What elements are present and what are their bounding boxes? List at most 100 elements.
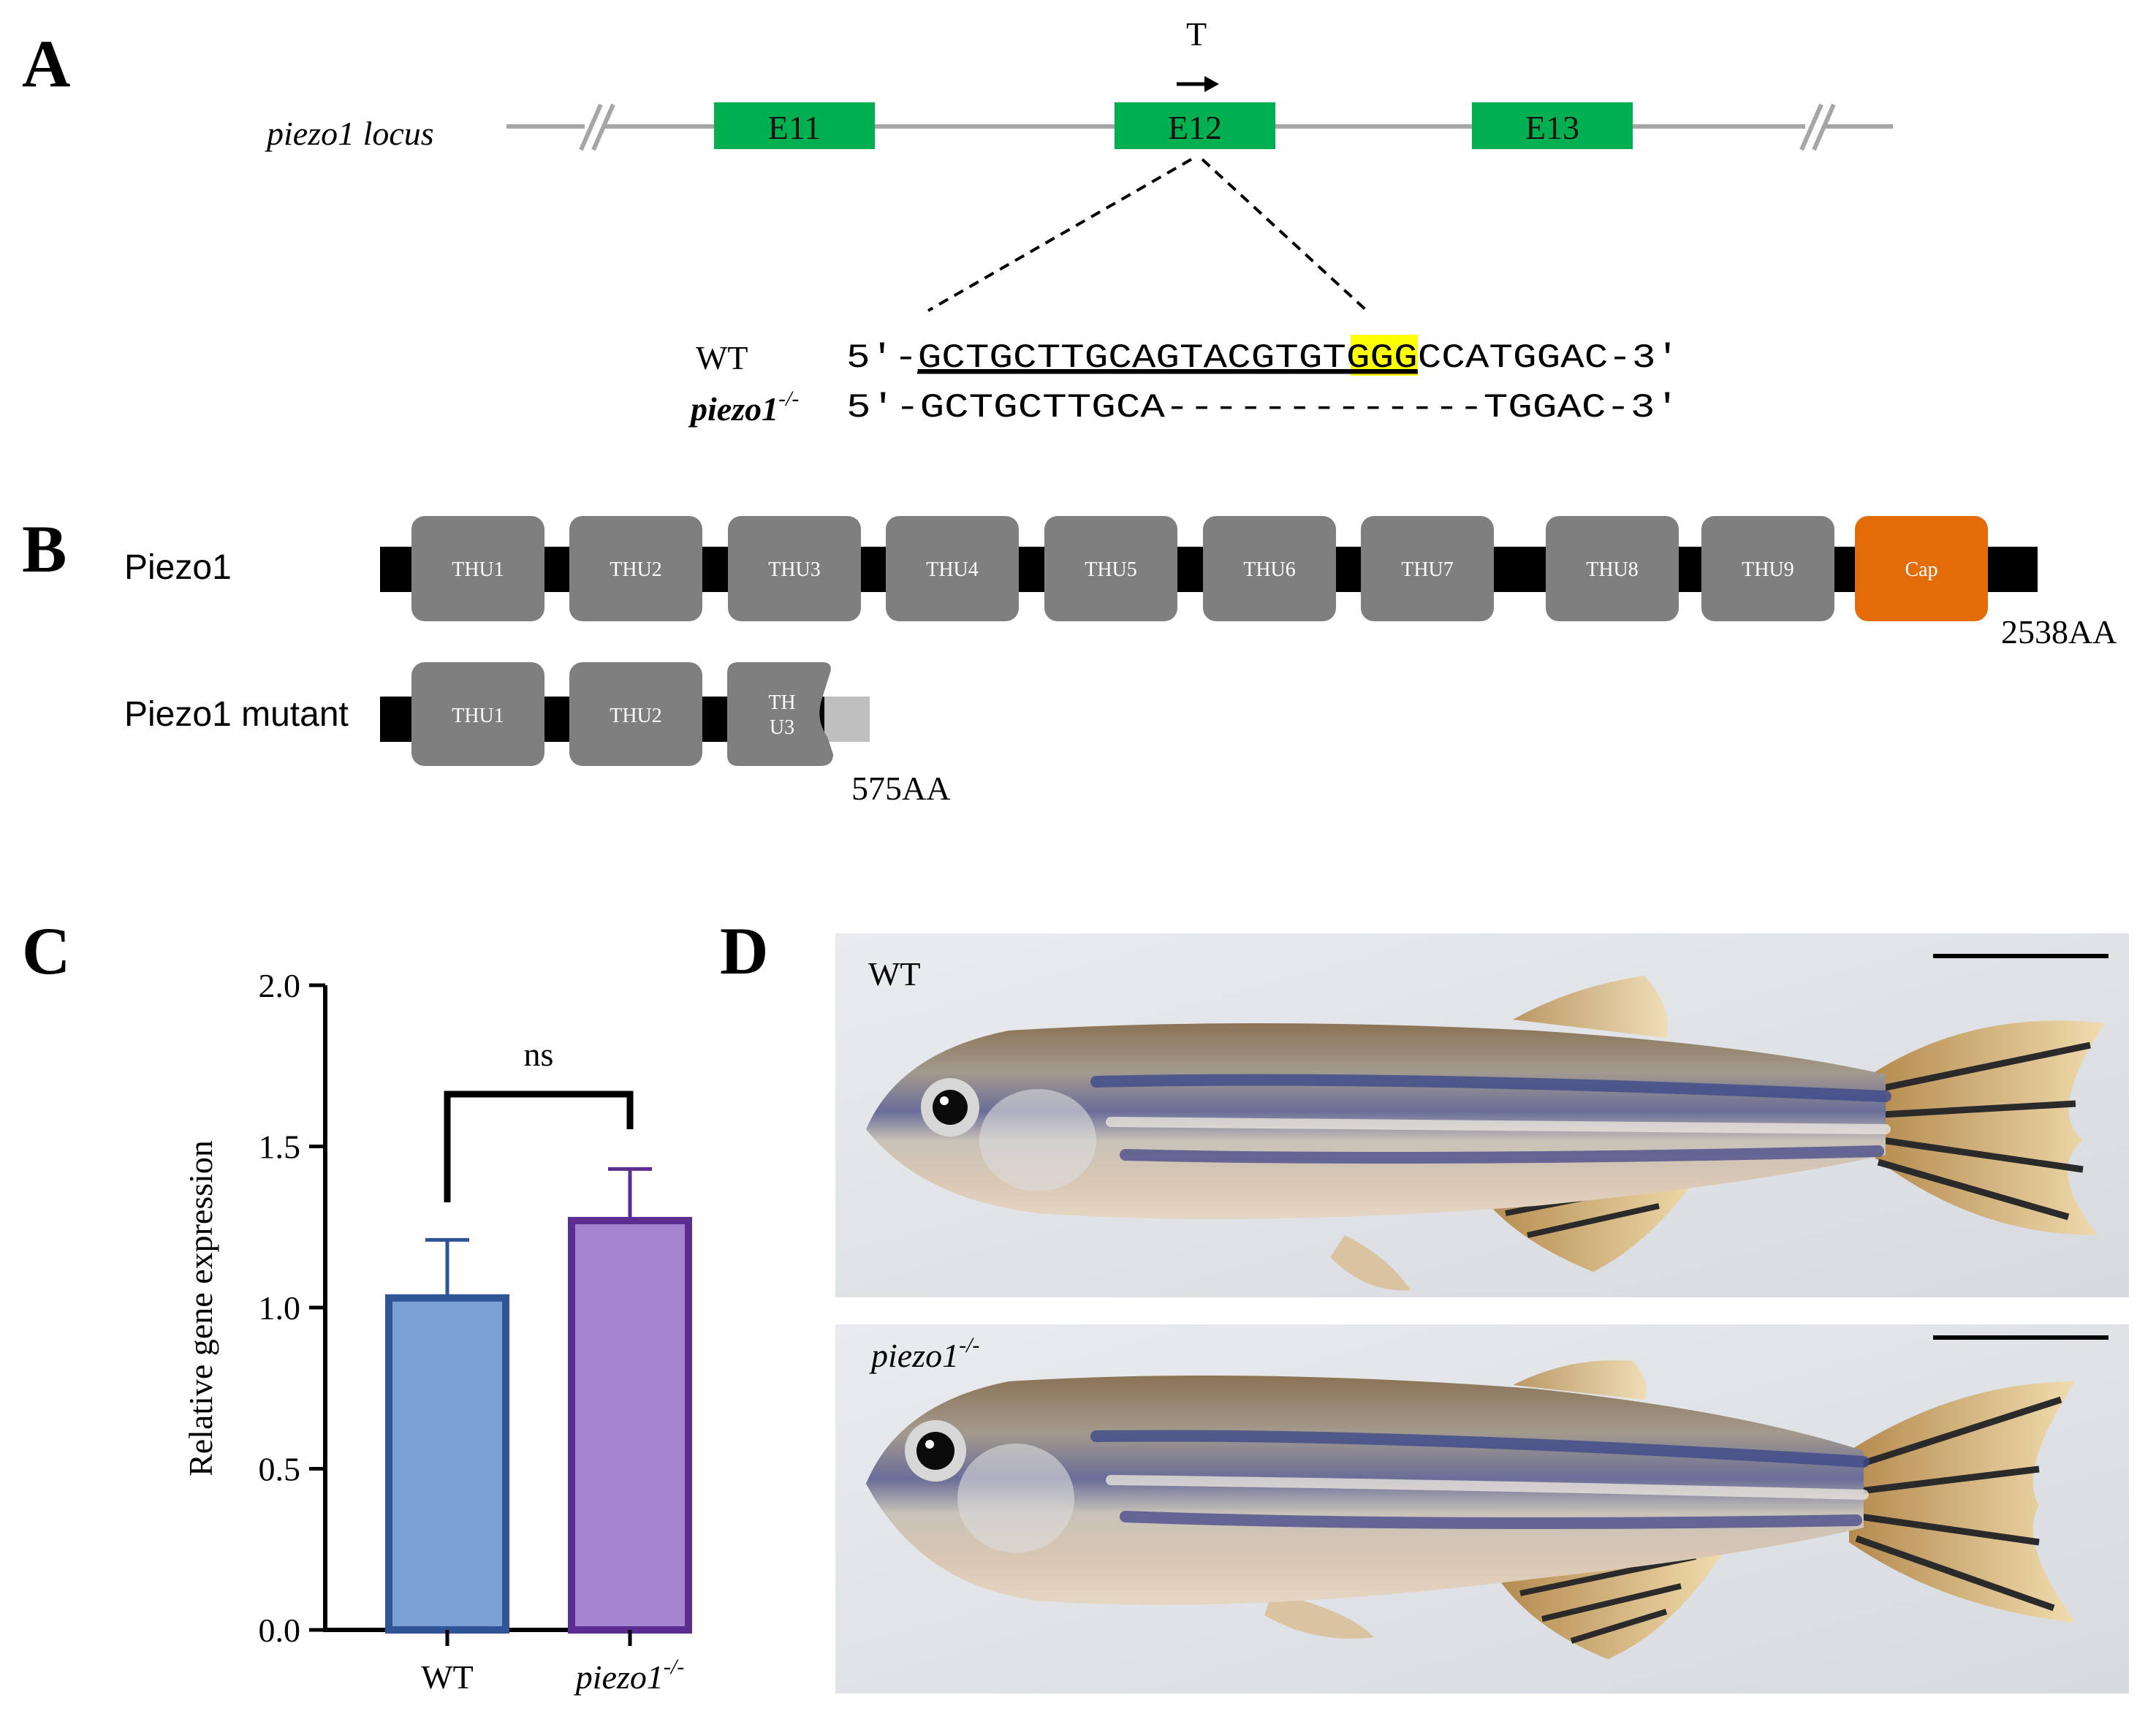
domain-label-thu9: THU9 xyxy=(1742,558,1794,581)
wt-body-stripes xyxy=(1090,1074,1891,1164)
y-tick-label-0: 0.0 xyxy=(259,1612,301,1649)
mutant-photo-label-sup: -/- xyxy=(959,1333,979,1357)
mutant-body-stripes xyxy=(1090,1430,1870,1529)
wt-seq-rest: CCATGGAC-3′ xyxy=(1418,339,1679,377)
domain-thu1 xyxy=(411,516,544,621)
wt-seq-guide: GCTGCTTGCAGTACGTGT xyxy=(918,339,1346,377)
target-label: T xyxy=(1186,15,1207,53)
exon-e12-label: E12 xyxy=(1168,109,1222,146)
truncated-tail xyxy=(824,697,870,742)
pam-highlight xyxy=(1351,335,1418,376)
wt-seq-prefix: 5′- xyxy=(846,339,918,377)
domain-thu7 xyxy=(1361,516,1494,621)
domain-thu2 xyxy=(569,516,702,621)
exon-e13 xyxy=(1472,102,1633,149)
domain-label-thu1: THU1 xyxy=(452,558,504,581)
y-tick-label-2: 1.0 xyxy=(259,1289,301,1327)
wt-dorsal-fin xyxy=(1513,976,1668,1038)
mutant-sequence: 5′-GCTGCTTGCA-------------TGGAC-3′ xyxy=(846,389,1679,427)
mutant-length-label: 575AA xyxy=(851,770,950,807)
wt-pelvic-fin xyxy=(1330,1235,1411,1291)
wt-length-label: 2538AA xyxy=(2001,613,2117,651)
exon-e11 xyxy=(714,102,875,149)
mutant-dorsal-fin xyxy=(1513,1359,1647,1400)
domain-thu4 xyxy=(886,516,1019,621)
wt-fish-photo: WT xyxy=(835,933,2129,1297)
domain-label-thu5: THU5 xyxy=(1085,558,1137,581)
domain-thu9 xyxy=(1701,516,1834,621)
panel-label-d: D xyxy=(720,914,768,988)
wt-eye-pupil xyxy=(933,1090,968,1125)
wt-eye-glint xyxy=(940,1096,949,1105)
domain-thu3 xyxy=(728,516,861,621)
x-tick-label-0: WT xyxy=(421,1658,474,1696)
mutant-tail-fin xyxy=(1849,1381,2076,1623)
mutant-photo-label: piezo1-/- xyxy=(869,1333,979,1374)
break-mark-right-1 xyxy=(1799,103,1823,151)
locus-label: piezo1 locus xyxy=(265,115,434,152)
panel-label-c: C xyxy=(22,914,70,988)
mutant-fish-photo: piezo1-/- xyxy=(835,1324,2129,1693)
domain-label-thu2: THU2 xyxy=(610,558,662,581)
wt-sequence: 5′- GCTGCTTGCAGTACGTGT GGG CCATGGAC-3′ xyxy=(846,339,1679,377)
mutant-photo-label-main: piezo1 xyxy=(869,1337,959,1374)
panel-label-a: A xyxy=(22,26,70,101)
exon-e13-label: E13 xyxy=(1525,109,1579,146)
domain-label-thu7: THU7 xyxy=(1401,558,1454,581)
x-tick-label-1: piezo1-/- xyxy=(574,1655,684,1696)
wt-seq-label: WT xyxy=(696,339,748,376)
y-tick-label-4: 2.0 xyxy=(259,967,301,1004)
exon-e12 xyxy=(1115,102,1275,149)
mutant-domain-thu2 xyxy=(569,662,702,766)
exon-e11-label: E11 xyxy=(768,109,821,146)
wt-tail-stripes xyxy=(1877,1042,2091,1221)
domain-label-thu4: THU4 xyxy=(926,558,979,581)
domain-label-thu3: THU3 xyxy=(768,558,821,581)
mutant-domain-label-thu2: THU2 xyxy=(610,705,662,727)
y-tick-label-3: 1.5 xyxy=(259,1129,301,1166)
mutant-eye-glint xyxy=(925,1440,934,1449)
domain-thu8 xyxy=(1546,516,1679,621)
mutant-gill-sheen xyxy=(957,1444,1074,1553)
wt-photo-label: WT xyxy=(868,955,921,993)
domain-thu6 xyxy=(1203,516,1336,621)
domain-label-thu6: THU6 xyxy=(1243,558,1296,581)
zoom-line-right xyxy=(1201,158,1368,312)
target-arrow-head xyxy=(1204,76,1219,92)
break-mark-left-2 xyxy=(591,103,615,151)
domain-thu5 xyxy=(1044,516,1177,621)
significance-label: ns xyxy=(524,1036,554,1073)
domain-label-thu8: THU8 xyxy=(1586,558,1639,581)
truncated-domain-label-2: U3 xyxy=(770,716,794,739)
wt-tail-fin xyxy=(1871,1020,2105,1235)
mutant-seq-label: piezo1-/- xyxy=(688,387,799,428)
mutant-domain-label-thu1: THU1 xyxy=(452,705,504,727)
mutant-pelvic-fin xyxy=(1264,1593,1374,1639)
domain-cap xyxy=(1855,516,1988,621)
mutant-anal-stripes xyxy=(1519,1554,1696,1644)
wt-seq-pam: GGG xyxy=(1346,339,1418,377)
break-mark-right-2 xyxy=(1812,103,1836,151)
mutant-domain-thu1 xyxy=(411,662,544,766)
piezo1-protein-label: Piezo1 xyxy=(124,548,232,587)
significance-bracket xyxy=(444,1091,634,1202)
bar-chart: 0.0 0.5 1.0 1.5 2.0 Relative gene expression W… xyxy=(182,967,692,1696)
piezo1-domains: THU1 THU2 THU3 THU4 THU5 THU6 THU7 THU8 THU9 Cap xyxy=(411,516,1988,621)
domain-label-cap: Cap xyxy=(1905,558,1937,581)
mutant-seq-label-sup: -/- xyxy=(778,387,799,411)
mutant-eye-pupil xyxy=(916,1432,954,1470)
mutant-tail-stripes xyxy=(1855,1396,2062,1612)
panel-label-b: B xyxy=(22,512,67,586)
mutant-domains: THU1 THU2 xyxy=(411,662,702,766)
y-tick-label-1: 0.5 xyxy=(259,1451,301,1488)
zoom-line-left xyxy=(927,158,1192,312)
truncated-domain-label-1: TH xyxy=(768,691,795,714)
y-axis-label: Relative gene expression xyxy=(182,1140,219,1476)
bar-0 xyxy=(385,1294,509,1634)
wt-gill-sheen xyxy=(979,1089,1096,1191)
mutant-seq-label-main: piezo1 xyxy=(688,390,778,428)
break-mark-left-1 xyxy=(579,103,603,151)
piezo1-mutant-label: Piezo1 mutant xyxy=(124,695,349,734)
truncated-domain-thu3 xyxy=(727,662,833,766)
